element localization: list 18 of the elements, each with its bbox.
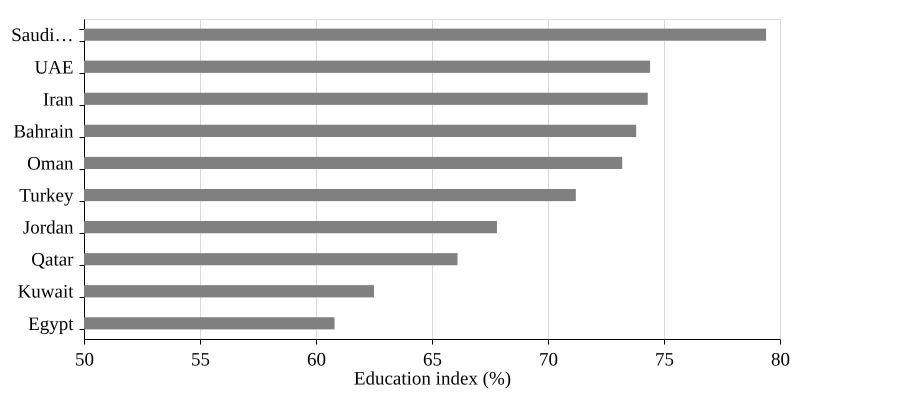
x-tick-label: 55 [191, 350, 210, 370]
y-tick-label: Iran [42, 89, 74, 110]
y-tick-label: Kuwait [18, 282, 74, 303]
x-tick-label: 65 [423, 350, 442, 370]
y-tick-label: Qatar [31, 250, 74, 271]
y-tick-label: Bahrain [13, 121, 74, 142]
y-tick-label: Turkey [19, 186, 74, 207]
y-tick-label: UAE [34, 57, 74, 78]
y-tick-label: Oman [27, 153, 74, 174]
x-tick-label: 75 [655, 350, 674, 370]
x-tick-label: 50 [75, 350, 94, 370]
x-axis-title: Education index (%) [354, 368, 512, 390]
y-tick-label: Egypt [28, 314, 74, 335]
y-tick-label: Saudi… [11, 25, 74, 46]
x-tick-label: 70 [539, 350, 558, 370]
y-tick-label: Jordan [22, 218, 74, 239]
x-tick-label: 80 [771, 350, 790, 370]
x-tick-label: 60 [307, 350, 326, 370]
